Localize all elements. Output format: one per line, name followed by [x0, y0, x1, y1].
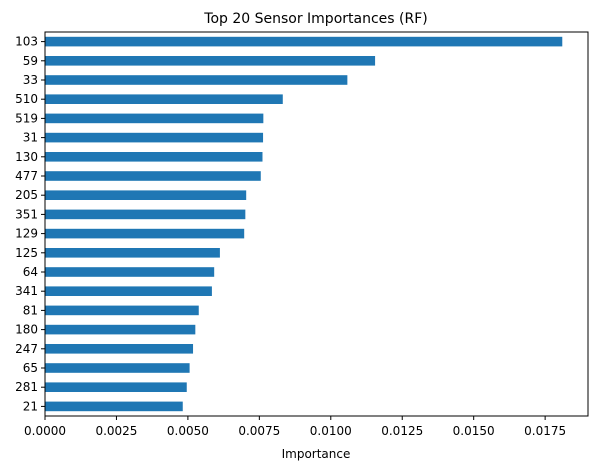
y-tick-label: 129 [15, 227, 38, 241]
x-axis-title: Importance [282, 447, 351, 461]
y-tick-label: 510 [15, 92, 38, 106]
x-tick-label: 0.0100 [310, 424, 352, 438]
bar-sensor-125 [45, 248, 220, 258]
y-tick-label: 519 [15, 111, 38, 125]
y-tick-label: 103 [15, 35, 38, 49]
bar-sensor-281 [45, 382, 187, 392]
y-tick-label: 341 [15, 284, 38, 298]
bar-sensor-33 [45, 75, 348, 85]
x-tick-label: 0.0175 [524, 424, 566, 438]
y-tick-label: 351 [15, 207, 38, 221]
y-tick-label: 64 [23, 265, 38, 279]
plot-frame [44, 31, 589, 417]
y-tick-label: 33 [23, 73, 38, 87]
y-tick-label: 477 [15, 169, 38, 183]
x-tick-label: 0.0000 [24, 424, 66, 438]
bar-sensor-341 [45, 286, 212, 296]
chart-title: Top 20 Sensor Importances (RF) [203, 11, 427, 27]
bar-sensor-247 [45, 344, 194, 354]
x-tick-label: 0.0125 [381, 424, 423, 438]
bar-sensor-130 [45, 152, 263, 162]
bar-sensor-519 [45, 113, 264, 124]
x-axis-ticks: 0.0000 0.0025 0.0050 0.0075 0.0100 0.0125 0.01… [24, 416, 566, 438]
y-tick-label: 31 [23, 131, 38, 145]
bar-sensor-351 [45, 209, 246, 220]
y-tick-label: 281 [15, 380, 38, 394]
y-tick-label: 125 [15, 246, 38, 260]
y-tick-label: 247 [15, 342, 38, 356]
y-tick-label: 130 [15, 150, 38, 164]
y-tick-label: 81 [23, 303, 38, 317]
y-tick-label: 65 [23, 361, 38, 375]
bar-sensor-21 [45, 401, 183, 412]
bar-sensor-31 [45, 132, 264, 143]
y-axis-ticks: 103 59 33 510 519 31 130 477 205 351 129 125 64 341 81… [15, 35, 45, 413]
bar-sensor-81 [45, 305, 199, 316]
bar-sensor-129 [45, 228, 245, 239]
bars-group [45, 36, 563, 412]
x-tick-label: 0.0150 [453, 424, 495, 438]
bar-sensor-59 [45, 56, 376, 66]
bar-sensor-205 [45, 190, 247, 200]
y-tick-label: 59 [23, 54, 38, 68]
x-tick-label: 0.0075 [238, 424, 280, 438]
bar-sensor-510 [45, 94, 283, 104]
x-tick-label: 0.0050 [167, 424, 209, 438]
bar-sensor-64 [45, 267, 215, 277]
x-tick-label: 0.0025 [95, 424, 137, 438]
bar-sensor-180 [45, 324, 196, 335]
bar-sensor-103 [45, 36, 563, 47]
y-tick-label: 21 [23, 399, 38, 413]
bar-sensor-477 [45, 171, 261, 181]
bar-sensor-65 [45, 363, 190, 373]
y-tick-label: 180 [15, 323, 38, 337]
y-tick-label: 205 [15, 188, 38, 202]
